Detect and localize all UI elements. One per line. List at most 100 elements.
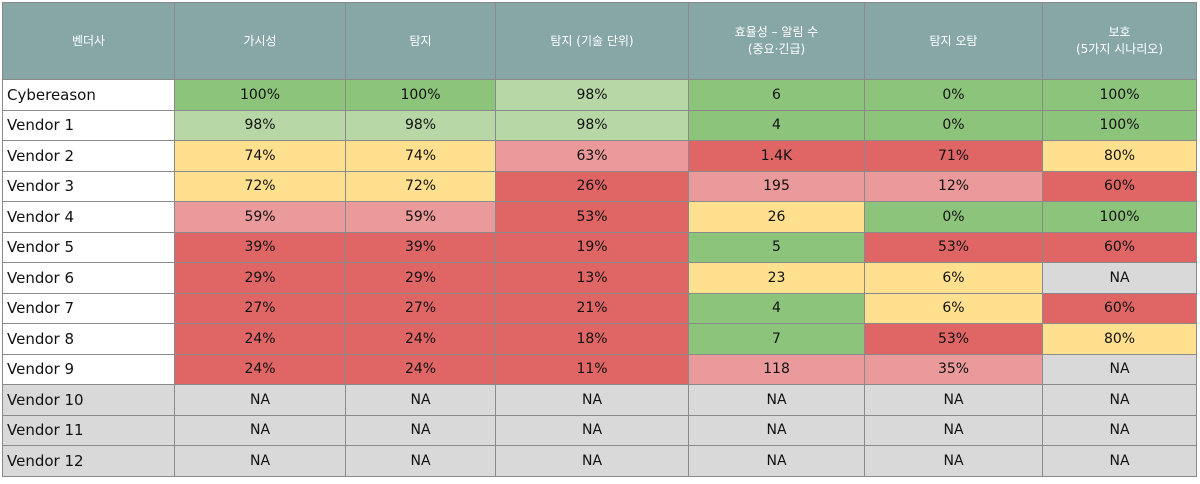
alert-count-cell: 5: [688, 231, 865, 263]
detection-technique-cell: 63%: [495, 140, 689, 172]
vendor-name-cell: Vendor 9: [2, 353, 175, 385]
false-positive-cell: 0%: [864, 79, 1043, 111]
false-positive-cell: 6%: [864, 262, 1043, 294]
detection-technique-cell: 13%: [495, 262, 689, 294]
vendor-name-cell: Vendor 11: [2, 414, 175, 446]
false-positive-cell: 12%: [864, 170, 1043, 202]
header-protection: 보호 (5가지 시나리오): [1042, 2, 1197, 80]
protection-cell: NA: [1042, 414, 1197, 446]
protection-cell: 60%: [1042, 292, 1197, 324]
table-row: Vendor 9 24% 24% 11% 118 35% NA: [2, 353, 1197, 385]
protection-cell: NA: [1042, 262, 1197, 294]
alert-count-cell: 6: [688, 79, 865, 111]
detection-technique-cell: NA: [495, 445, 689, 477]
false-positive-cell: 35%: [864, 353, 1043, 385]
table-row: Vendor 3 72% 72% 26% 195 12% 60%: [2, 170, 1197, 202]
visibility-cell: 74%: [174, 140, 346, 172]
header-row: 벤더사 가시성 탐지 탐지 (기술 단위) 효율성 – 알림 수 (중요·긴급) …: [2, 2, 1197, 80]
false-positive-cell: 71%: [864, 140, 1043, 172]
detection-technique-cell: NA: [495, 414, 689, 446]
visibility-cell: 39%: [174, 231, 346, 263]
vendor-name-cell: Vendor 4: [2, 201, 175, 233]
visibility-cell: 29%: [174, 262, 346, 294]
detection-cell: NA: [345, 384, 496, 416]
table-row: Vendor 10 NA NA NA NA NA NA: [2, 384, 1197, 416]
vendor-name-cell: Vendor 2: [2, 140, 175, 172]
detection-technique-cell: 98%: [495, 79, 689, 111]
alert-count-cell: 118: [688, 353, 865, 385]
false-positive-cell: NA: [864, 384, 1043, 416]
visibility-cell: 59%: [174, 201, 346, 233]
alert-count-cell: NA: [688, 414, 865, 446]
vendor-name-cell: Vendor 7: [2, 292, 175, 324]
protection-cell: NA: [1042, 384, 1197, 416]
comparison-table: 벤더사 가시성 탐지 탐지 (기술 단위) 효율성 – 알림 수 (중요·긴급) …: [2, 2, 1197, 477]
table-row: Vendor 4 59% 59% 53% 26 0% 100%: [2, 201, 1197, 233]
detection-cell: 74%: [345, 140, 496, 172]
detection-cell: 39%: [345, 231, 496, 263]
false-positive-cell: 53%: [864, 323, 1043, 355]
table-row: Vendor 6 29% 29% 13% 23 6% NA: [2, 262, 1197, 294]
detection-technique-cell: 11%: [495, 353, 689, 385]
vendor-name-cell: Vendor 5: [2, 231, 175, 263]
header-detection: 탐지: [345, 2, 496, 80]
false-positive-cell: 53%: [864, 231, 1043, 263]
table-body: Cybereason 100% 100% 98% 6 0% 100% Vendor 1 98% 9…: [2, 79, 1197, 477]
protection-cell: 60%: [1042, 231, 1197, 263]
visibility-cell: 24%: [174, 323, 346, 355]
detection-technique-cell: 26%: [495, 170, 689, 202]
protection-cell: 100%: [1042, 201, 1197, 233]
vendor-name-cell: Cybereason: [2, 79, 175, 111]
vendor-name-cell: Vendor 3: [2, 170, 175, 202]
alert-count-cell: 26: [688, 201, 865, 233]
table-row: Vendor 8 24% 24% 18% 7 53% 80%: [2, 323, 1197, 355]
alert-count-cell: 4: [688, 109, 865, 141]
detection-cell: 100%: [345, 79, 496, 111]
detection-cell: NA: [345, 414, 496, 446]
false-positive-cell: 0%: [864, 201, 1043, 233]
detection-cell: 59%: [345, 201, 496, 233]
visibility-cell: 27%: [174, 292, 346, 324]
vendor-name-cell: Vendor 8: [2, 323, 175, 355]
vendor-name-cell: Vendor 6: [2, 262, 175, 294]
alert-count-cell: 4: [688, 292, 865, 324]
detection-technique-cell: NA: [495, 384, 689, 416]
table-row: Vendor 11 NA NA NA NA NA NA: [2, 414, 1197, 446]
protection-cell: 60%: [1042, 170, 1197, 202]
detection-cell: 72%: [345, 170, 496, 202]
alert-count-cell: NA: [688, 384, 865, 416]
visibility-cell: NA: [174, 445, 346, 477]
detection-technique-cell: 53%: [495, 201, 689, 233]
detection-cell: 29%: [345, 262, 496, 294]
visibility-cell: 100%: [174, 79, 346, 111]
header-vendor: 벤더사: [2, 2, 175, 80]
alert-count-cell: 1.4K: [688, 140, 865, 172]
header-false-positives: 탐지 오탐: [864, 2, 1043, 80]
alert-count-cell: 195: [688, 170, 865, 202]
visibility-cell: 72%: [174, 170, 346, 202]
detection-cell: 98%: [345, 109, 496, 141]
detection-technique-cell: 19%: [495, 231, 689, 263]
table-row: Vendor 2 74% 74% 63% 1.4K 71% 80%: [2, 140, 1197, 172]
detection-technique-cell: 21%: [495, 292, 689, 324]
header-visibility: 가시성: [174, 2, 346, 80]
detection-technique-cell: 18%: [495, 323, 689, 355]
header-efficiency-alerts: 효율성 – 알림 수 (중요·긴급): [688, 2, 865, 80]
false-positive-cell: 6%: [864, 292, 1043, 324]
visibility-cell: NA: [174, 414, 346, 446]
vendor-name-cell: Vendor 10: [2, 384, 175, 416]
table-row: Cybereason 100% 100% 98% 6 0% 100%: [2, 79, 1197, 111]
protection-cell: NA: [1042, 353, 1197, 385]
detection-cell: 24%: [345, 323, 496, 355]
false-positive-cell: 0%: [864, 109, 1043, 141]
visibility-cell: 98%: [174, 109, 346, 141]
false-positive-cell: NA: [864, 414, 1043, 446]
vendor-name-cell: Vendor 1: [2, 109, 175, 141]
vendor-name-cell: Vendor 12: [2, 445, 175, 477]
protection-cell: NA: [1042, 445, 1197, 477]
detection-cell: 27%: [345, 292, 496, 324]
table-row: Vendor 5 39% 39% 19% 5 53% 60%: [2, 231, 1197, 263]
detection-technique-cell: 98%: [495, 109, 689, 141]
false-positive-cell: NA: [864, 445, 1043, 477]
visibility-cell: 24%: [174, 353, 346, 385]
